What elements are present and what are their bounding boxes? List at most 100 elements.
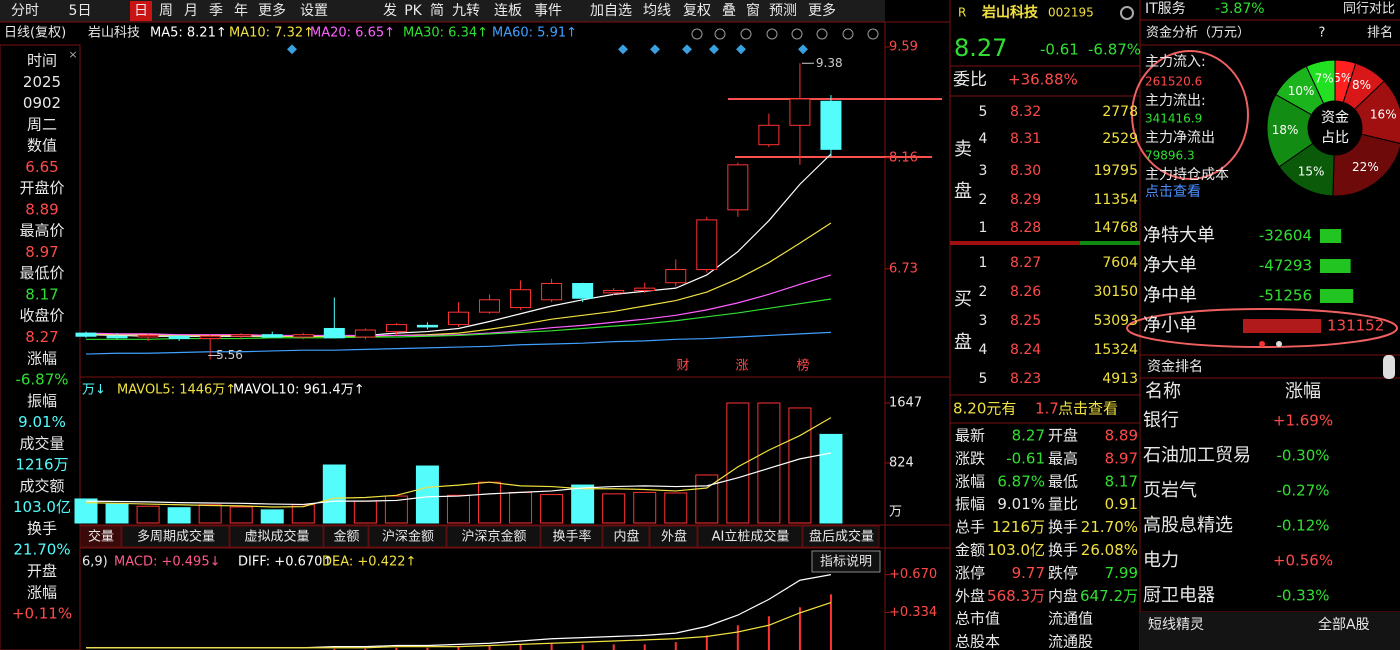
toolbar-button[interactable]: 年 — [234, 3, 248, 19]
tab-bg[interactable] — [229, 525, 324, 548]
tab-bg[interactable] — [446, 525, 541, 548]
event-marker[interactable] — [798, 44, 808, 55]
tab-button[interactable]: 内盘 — [613, 529, 639, 545]
tab-bg[interactable] — [802, 525, 880, 548]
toolbar-button[interactable]: 月 — [184, 3, 198, 19]
rank-button[interactable]: 排名 — [1367, 25, 1393, 41]
tab-button[interactable]: 沪深金额 — [382, 529, 434, 545]
toolbar-button[interactable]: 叠 — [722, 3, 736, 19]
book-volume: 7604 — [1102, 255, 1138, 271]
event-marker[interactable] — [736, 44, 746, 55]
tab-bg[interactable] — [368, 525, 447, 548]
tab-bg[interactable] — [323, 525, 369, 548]
tool-icon[interactable] — [766, 28, 778, 40]
tool-icon[interactable] — [842, 28, 854, 40]
toolbar-button[interactable]: 加自选 — [590, 3, 632, 19]
toolbar-button[interactable]: 复权 — [683, 2, 711, 19]
toolbar-button[interactable]: 连板 — [494, 3, 522, 19]
toolbar-button[interactable]: 分时 — [11, 3, 39, 19]
toolbar-button[interactable]: 更多 — [258, 2, 286, 19]
net-name: 净大单 — [1143, 255, 1197, 276]
ranking-name: 高股息精选 — [1143, 515, 1233, 536]
toolbar-button[interactable]: 预测 — [769, 3, 797, 19]
flow-item: 主力净流出 — [1145, 130, 1215, 146]
scrollbar[interactable] — [1383, 355, 1395, 379]
toolbar-button[interactable]: 更多 — [808, 2, 836, 19]
tool-icon[interactable] — [816, 28, 828, 40]
tab-button[interactable]: 金额 — [333, 529, 359, 545]
event-marker[interactable] — [650, 44, 660, 55]
tool-icon[interactable] — [691, 28, 703, 40]
tool-icon[interactable] — [867, 28, 879, 40]
close-icon[interactable]: × — [68, 48, 77, 61]
candle-body — [479, 299, 501, 313]
toolbar-button[interactable]: 简 — [430, 2, 444, 19]
compare-button[interactable]: 同行对比 — [1343, 2, 1395, 17]
page-dot[interactable] — [1276, 341, 1282, 347]
tab-bg[interactable] — [540, 525, 603, 548]
tab-bg[interactable] — [649, 525, 698, 548]
help-button-bg[interactable] — [811, 550, 881, 573]
stat-value: 8.17 — [1105, 472, 1138, 490]
tab-button[interactable]: 多周期成交量 — [137, 529, 215, 545]
book-volume: 2529 — [1102, 131, 1138, 147]
sector-name: IT服务 — [1145, 1, 1186, 17]
info-item: 收盘价 — [19, 307, 64, 325]
toolbar-button[interactable]: 窗 — [746, 2, 760, 19]
toolbar-button[interactable]: 均线 — [643, 3, 671, 19]
tab-button[interactable]: 虚拟成交量 — [244, 529, 309, 545]
net-name: 净中单 — [1143, 285, 1197, 306]
tab-button[interactable]: 交量 — [88, 529, 114, 545]
tab-bg[interactable] — [697, 525, 803, 548]
tab-button[interactable]: 沪深京金额 — [461, 529, 526, 545]
ranking-value: -0.27% — [1276, 482, 1329, 500]
book-volume: 19795 — [1093, 163, 1138, 179]
toolbar-button[interactable]: 九转 — [452, 3, 480, 19]
page-dot[interactable] — [1259, 341, 1265, 347]
toolbar-button[interactable]: 季 — [209, 3, 223, 19]
pie-label: 7% — [1315, 72, 1334, 86]
net-value: 131152 — [1327, 317, 1384, 335]
toolbar-button[interactable]: PK — [404, 3, 422, 19]
event-tag: 财 — [676, 359, 689, 374]
event-marker[interactable] — [682, 44, 692, 55]
toolbar-button[interactable]: 事件 — [534, 3, 562, 19]
help-button[interactable]: ? — [1319, 26, 1326, 41]
ranking-value: -0.33% — [1276, 587, 1329, 605]
toolbar-button[interactable]: 日 — [134, 3, 148, 19]
tool-icon[interactable] — [714, 28, 726, 40]
book-volume: 30150 — [1093, 284, 1138, 300]
book-level: 4 — [979, 131, 988, 147]
candle-body — [665, 269, 687, 284]
event-marker[interactable] — [618, 44, 628, 55]
tab-button[interactable]: 外盘 — [661, 529, 687, 545]
tool-icon[interactable] — [791, 28, 803, 40]
tool-icon[interactable] — [740, 28, 752, 40]
candle-body — [572, 282, 594, 299]
settings-icon[interactable] — [1120, 6, 1134, 20]
info-item: 8.17 — [25, 285, 58, 303]
stat-value: 8.89 — [1105, 427, 1138, 445]
volume-bar — [105, 503, 129, 524]
tab-bg[interactable] — [602, 525, 650, 548]
pie-center: 占比 — [1321, 130, 1349, 146]
tab-button[interactable]: 换手率 — [552, 529, 591, 545]
net-value: -32604 — [1259, 227, 1312, 245]
help-button[interactable]: 指标说明 — [820, 555, 872, 570]
toolbar-button[interactable]: 设置 — [300, 3, 328, 19]
footer-bg — [1140, 612, 1400, 650]
tab-bg[interactable] — [79, 525, 122, 548]
tab-button[interactable]: 盘后成交量 — [809, 529, 874, 545]
badge: R — [958, 6, 966, 20]
event-marker[interactable] — [709, 44, 719, 55]
toolbar-button[interactable]: 5日 — [69, 3, 92, 19]
book-level: 2 — [979, 284, 988, 300]
info-item: 103.0亿 — [13, 498, 71, 516]
toolbar-button[interactable]: 发 — [383, 3, 397, 19]
tab-button[interactable]: AI立桩成交量 — [712, 529, 790, 545]
tab-bg[interactable] — [121, 525, 230, 548]
toolbar-button[interactable]: 周 — [159, 3, 173, 19]
side-label: 卖 — [954, 139, 972, 160]
stat-label: 最新 — [955, 427, 985, 445]
